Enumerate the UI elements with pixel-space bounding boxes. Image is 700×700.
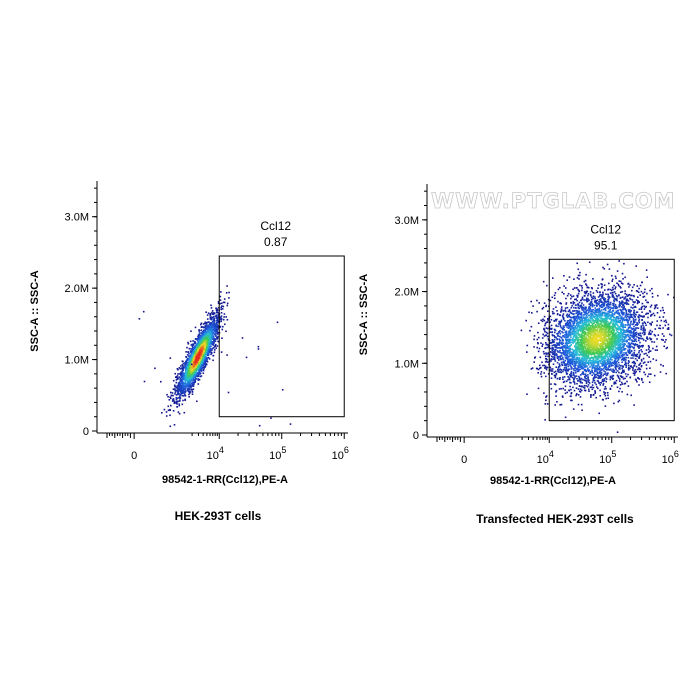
y-tick-label: 3.0M	[395, 215, 419, 227]
y-axis-label: SSC-A :: SSC-A	[358, 274, 370, 356]
panel-caption: HEK-293T cells	[175, 509, 262, 523]
y-tick-label: 3.0M	[65, 212, 89, 224]
plot-panel-2: WWW.PTGLAB.COM 0 1.0M 2.0M 3.0M 0 104 105 106 Ccl…	[358, 184, 679, 526]
y-tick-label: 2.0M	[65, 283, 89, 295]
watermark: WWW.PTGLAB.COM	[431, 189, 676, 213]
y-tick-label: 1.0M	[395, 358, 419, 370]
gate-percentage: 95.1	[594, 238, 618, 252]
x-tick-label: 0	[131, 450, 137, 462]
y-axis-label: SSC-A :: SSC-A	[29, 270, 41, 352]
y-tick-label: 2.0M	[395, 287, 419, 299]
x-axis-label: 98542-1-RR(Ccl12),PE-A	[490, 475, 616, 487]
y-tick-label: 1.0M	[65, 355, 89, 367]
gate-rectangle	[548, 258, 675, 422]
x-tick-label: 0	[461, 454, 467, 466]
event-dots	[138, 285, 292, 428]
y-tick-label: 0	[413, 430, 419, 442]
x-tick-label: 104	[537, 449, 554, 466]
x-tick-label: 106	[332, 445, 349, 462]
x-tick-label: 105	[269, 445, 286, 462]
gate-name: Ccl12	[260, 219, 291, 233]
panel-caption: Transfected HEK-293T cells	[476, 512, 634, 526]
x-tick-label: 106	[662, 449, 679, 466]
x-tick-label: 105	[599, 449, 616, 466]
x-axis-label: 98542-1-RR(Ccl12),PE-A	[162, 474, 288, 486]
gate-percentage: 0.87	[264, 235, 288, 249]
gate-rectangle	[218, 255, 345, 418]
gate-name: Ccl12	[590, 222, 621, 236]
event-dots	[520, 260, 675, 433]
y-tick-label: 0	[83, 426, 89, 438]
plot-panel-1: 0 1.0M 2.0M 3.0M 0 104 105 106 Ccl12 0.87 98542-1-…	[29, 181, 349, 523]
x-tick-label: 104	[207, 445, 224, 462]
